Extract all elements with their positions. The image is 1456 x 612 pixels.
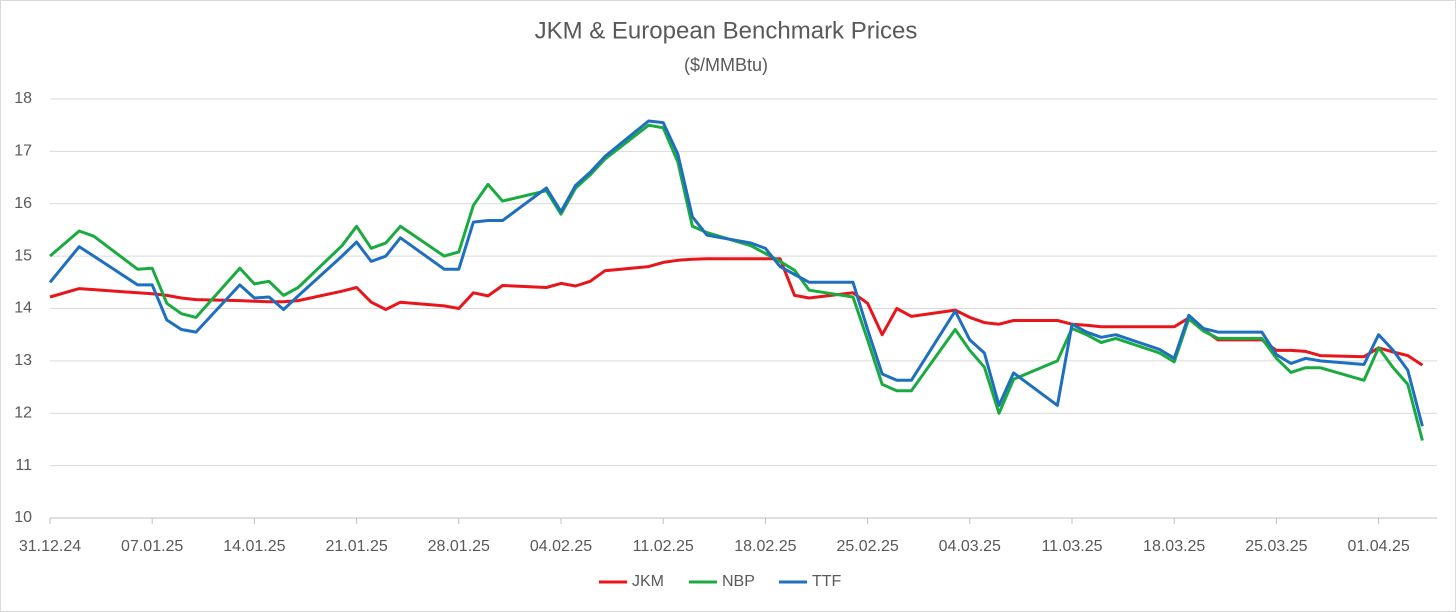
series-line [48,119,1424,427]
x-tick-label: 07.01.25 [121,538,183,555]
y-tick-label: 14 [14,300,32,317]
x-tick-label: 11.02.25 [633,538,694,555]
y-tick-label: 18 [14,90,32,107]
x-tick-label: 11.03.25 [1041,538,1102,555]
x-tick-label: 04.03.25 [939,538,1001,555]
x-tick-label: 18.03.25 [1143,538,1205,555]
y-tick-label: 13 [14,352,32,369]
y-tick-label: 10 [14,509,32,526]
series-line [49,123,1424,441]
x-tick-label: 18.02.25 [734,538,796,555]
y-tick-label: 17 [14,143,32,160]
x-tick-label: 31.12.24 [19,538,81,555]
legend-label: NBP [722,573,755,590]
x-tick-label: 28.01.25 [428,538,490,555]
x-tick-label: 04.02.25 [530,538,592,555]
x-tick-label: 25.03.25 [1245,538,1307,555]
x-tick-label: 25.02.25 [836,538,898,555]
legend-label: TTF [812,573,842,590]
x-tick-label: 01.04.25 [1347,538,1409,555]
legend-label: JKM [632,573,664,590]
y-tick-label: 12 [14,404,32,421]
y-tick-label: 15 [14,247,32,264]
chart-subtitle: ($/MMBtu) [684,55,768,75]
x-tick-label: 21.01.25 [325,538,387,555]
x-tick-label: 14.01.25 [223,538,285,555]
y-tick-label: 11 [15,457,32,474]
chart-title: JKM & European Benchmark Prices [535,17,918,44]
y-tick-label: 16 [14,195,32,212]
